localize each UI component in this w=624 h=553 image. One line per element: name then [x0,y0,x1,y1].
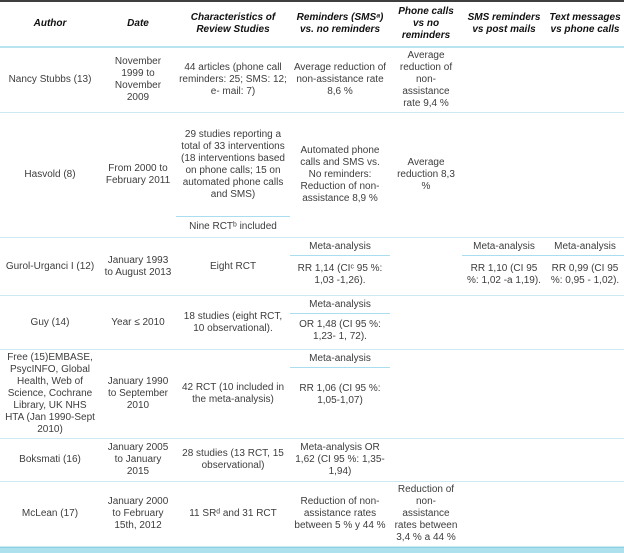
table-row-boksmati: Boksmati (16) January 2005 to January 20… [0,438,624,482]
cell-characteristics: 42 RCT (10 included in the meta-analysis… [176,349,290,439]
cell-author: Nancy Stubbs (13) [0,47,100,113]
characteristics-note: Nine RCTᵇ included [189,221,277,232]
meta-analysis-label: Meta-analysis [290,296,390,314]
cell-phone-vs-none [390,438,462,482]
cell-phone-vs-none: Average reduction 8,3 % [390,112,462,238]
table-row-free: Free (15)EMBASE, PsycINFO, Global Health… [0,349,624,439]
cell-phone-vs-none [390,237,462,296]
cell-characteristics: Eight RCT [176,237,290,296]
cell-author: Gurol-Urganci I (12) [0,237,100,296]
cell-date: January 1993 to August 2013 [100,237,176,296]
cell-sms-vs-none: Meta-analysis OR 1,62 (CI 95 %: 1,35-1,9… [290,438,390,482]
cell-sms-vs-none: Meta-analysis RR 1,14 (CIᶜ 95 %: 1,03 -1… [290,237,390,296]
cell-author: Guy (14) [0,295,100,350]
meta-analysis-value: RR 1,10 (CI 95 %: 1,02 -a 1,19). [467,263,541,286]
meta-analysis-label: Meta-analysis [290,238,390,256]
cell-characteristics: 18 studies (eight RCT, 10 observational)… [176,295,290,350]
meta-analysis-label: Meta-analysis [462,238,546,256]
cell-date: November 1999 to November 2009 [100,47,176,113]
col-header-text-vs-phone: Text messages vs phone calls [546,1,624,48]
cell-sms-vs-post [462,438,546,482]
cell-sms-vs-post [462,295,546,350]
cell-date: January 2000 to February 15th, 2012 [100,481,176,547]
cell-date: Year ≤ 2010 [100,295,176,350]
meta-analysis-value: RR 0,99 (CI 95 %: 0,95 - 1,02). [550,263,620,286]
cell-date: January 1990 to September 2010 [100,349,176,439]
col-header-phone-vs-none: Phone calls vs no reminders [390,1,462,48]
cell-phone-vs-none: Reduction of non-assistance rates betwee… [390,481,462,547]
table-row-mclean: McLean (17) January 2000 to February 15t… [0,481,624,547]
cell-text-vs-phone [546,47,624,113]
table-row-gurol-urganci: Gurol-Urganci I (12) January 1993 to Aug… [0,237,624,296]
cell-text-vs-phone [546,349,624,439]
meta-analysis-label: Meta-analysis [290,350,390,368]
cell-date: January 2005 to January 2015 [100,438,176,482]
cell-phone-vs-none [390,349,462,439]
table-bottom-rule [0,547,624,553]
cell-author: Boksmati (16) [0,438,100,482]
cell-sms-vs-none: Automated phone calls and SMS vs. No rem… [290,112,390,238]
cell-date: From 2000 to February 2011 [100,112,176,238]
cell-sms-vs-none: Meta-analysis OR 1,48 (CI 95 %: 1,23- 1,… [290,295,390,350]
cell-sms-vs-none: Average reduction of non-assistance rate… [290,47,390,113]
table-row-stubbs: Nancy Stubbs (13) November 1999 to Novem… [0,47,624,113]
meta-analysis-value: OR 1,48 (CI 95 %: 1,23- 1, 72). [299,319,381,342]
cell-sms-vs-post [462,349,546,439]
meta-analysis-value: RR 1,06 (CI 95 %: 1,05-1,07) [299,383,381,406]
cell-text-vs-phone [546,481,624,547]
cell-characteristics: 44 articles (phone call reminders: 25; S… [176,47,290,113]
col-header-author: Author [0,1,100,48]
col-header-characteristics: Characteristics of Review Studies [176,1,290,48]
cell-sms-vs-post [462,481,546,547]
header-row: Author Date Characteristics of Review St… [0,1,624,48]
table-row-hasvold: Hasvold (8) From 2000 to February 2011 2… [0,112,624,238]
meta-analysis-value: RR 1,14 (CIᶜ 95 %: 1,03 -1,26). [297,263,383,286]
cell-sms-vs-none: Meta-analysis RR 1,06 (CI 95 %: 1,05-1,0… [290,349,390,439]
cell-sms-vs-post [462,47,546,113]
cell-text-vs-phone [546,112,624,238]
table-row-guy: Guy (14) Year ≤ 2010 18 studies (eight R… [0,295,624,350]
cell-author: Free (15)EMBASE, PsycINFO, Global Health… [0,349,100,439]
col-header-date: Date [100,1,176,48]
cell-author: McLean (17) [0,481,100,547]
cell-text-vs-phone [546,438,624,482]
cell-sms-vs-none: Reduction of non-assistance rates betwee… [290,481,390,547]
col-header-reminders-vs-none: Reminders (SMSᵃ) vs. no reminders [290,1,390,48]
cell-text-vs-phone [546,295,624,350]
cell-phone-vs-none: Average reduction of non-assistance rate… [390,47,462,113]
cell-sms-vs-post: Meta-analysis RR 1,10 (CI 95 %: 1,02 -a … [462,237,546,296]
meta-analysis-label: Meta-analysis [546,238,624,256]
cell-sms-vs-post [462,112,546,238]
cell-characteristics: 11 SRᵈ and 31 RCT [176,481,290,547]
cell-author: Hasvold (8) [0,112,100,238]
cell-characteristics: 28 studies (13 RCT, 15 observational) [176,438,290,482]
cell-phone-vs-none [390,295,462,350]
cell-text-vs-phone: Meta-analysis RR 0,99 (CI 95 %: 0,95 - 1… [546,237,624,296]
col-header-sms-vs-post: SMS reminders vs post mails [462,1,546,48]
cell-characteristics: 29 studies reporting a total of 33 inter… [176,112,290,238]
characteristics-main: 29 studies reporting a total of 33 inter… [176,113,290,217]
